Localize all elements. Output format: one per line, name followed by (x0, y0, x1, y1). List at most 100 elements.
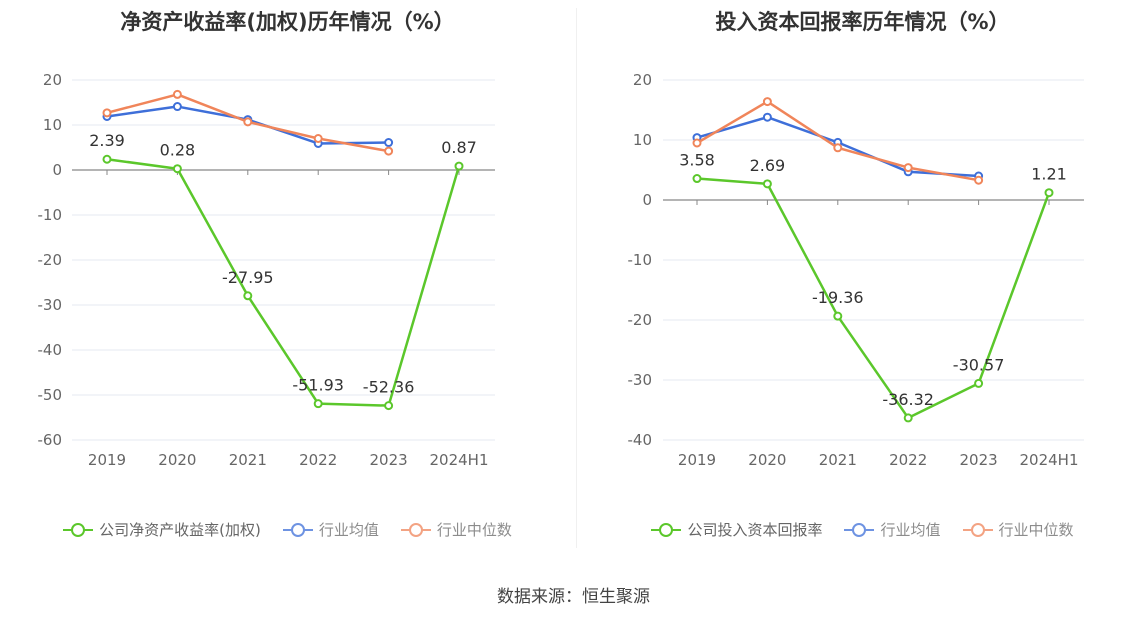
legend-marker-dot (852, 522, 867, 537)
x-tick-label: 2023 (960, 451, 998, 469)
data-point (172, 164, 182, 174)
data-label: -36.32 (882, 390, 934, 409)
legend-line-marker-icon (63, 522, 94, 538)
legend-marker-dot (970, 522, 985, 537)
data-point (833, 143, 843, 153)
legend-label: 行业中位数 (436, 521, 512, 539)
legend-label: 行业均值 (880, 521, 941, 539)
y-tick-label: 0 (52, 161, 62, 179)
data-point (903, 163, 913, 173)
legend-marker-dot (290, 522, 305, 537)
legend-label: 公司净资产收益率(加权) (99, 521, 261, 539)
y-tick-label: 20 (633, 71, 652, 89)
data-point (172, 89, 182, 99)
data-label: 2.69 (750, 156, 786, 175)
x-tick-label: 2020 (748, 451, 786, 469)
y-tick-label: -40 (38, 341, 63, 359)
data-point (313, 399, 323, 409)
y-tick-label: -20 (628, 311, 653, 329)
data-label: -19.36 (812, 288, 864, 307)
chart-plot: 20 10 0 -10 -20 -30 -40 -50 -60 2019 2020 2021 2022 2… (38, 71, 495, 469)
x-tick-label: 2019 (678, 451, 716, 469)
legend-item[interactable]: 公司投入资本回报率 (651, 519, 822, 540)
legend-line-marker-icon (651, 522, 682, 538)
data-point (762, 97, 772, 107)
chart-legend: 公司投入资本回报率 行业均值 行业中位数 (578, 519, 1147, 540)
data-label: -30.57 (953, 355, 1005, 374)
data-point (172, 102, 182, 112)
x-tick-label: 2019 (88, 451, 126, 469)
x-tick-label: 2024H1 (430, 451, 489, 469)
chart-plot: 20 10 0 -10 -20 -30 -40 2019 2020 2021 2022 2023 202… (628, 71, 1084, 469)
chart-title: 投入资本回报率历年情况（%） (715, 10, 1010, 34)
legend-marker-dot (408, 522, 423, 537)
data-point (384, 401, 394, 411)
legend-marker-dot (659, 522, 674, 537)
data-point (974, 378, 984, 388)
y-tick-label: -10 (628, 251, 653, 269)
data-label: 0.87 (441, 138, 477, 157)
y-tick-label: 20 (43, 71, 62, 89)
legend-marker-dot (71, 522, 86, 537)
x-tick-label: 2022 (889, 451, 927, 469)
chart-panel-roic: 投入资本回报率历年情况（%） 20 10 0 -10 -20 -30 -40 2019 2020… (578, 0, 1147, 560)
data-label: -27.95 (222, 268, 274, 287)
y-tick-label: 10 (43, 116, 62, 134)
data-point (454, 161, 464, 171)
legend-line-marker-icon (400, 522, 431, 538)
chart-panel-roe: 净资产收益率(加权)历年情况（%） 20 10 0 -10 -20 -30 -40 -50 -6… (0, 0, 575, 560)
data-point (762, 179, 772, 189)
y-tick-label: -20 (38, 251, 63, 269)
data-label: 1.21 (1031, 165, 1067, 184)
legend-item[interactable]: 行业均值 (844, 519, 941, 540)
y-tick-label: -60 (38, 431, 63, 449)
data-point (692, 174, 702, 184)
data-point (762, 112, 772, 122)
x-tick-label: 2024H1 (1020, 451, 1079, 469)
data-label: 2.39 (89, 131, 125, 150)
data-label: 3.58 (679, 151, 715, 170)
series-line (106, 158, 461, 407)
y-tick-label: 10 (633, 131, 652, 149)
legend-line-marker-icon (844, 522, 875, 538)
legend-label: 公司投入资本回报率 (687, 521, 823, 539)
y-tick-label: -10 (38, 206, 63, 224)
chart-legend: 公司净资产收益率(加权) 行业均值 行业中位数 (0, 519, 575, 540)
data-label: -52.36 (363, 378, 415, 397)
series-line (696, 177, 1051, 420)
y-tick-label: -30 (38, 296, 63, 314)
x-tick-label: 2023 (370, 451, 408, 469)
y-tick-label: 0 (642, 191, 652, 209)
data-point (102, 108, 112, 118)
data-point (243, 291, 253, 301)
data-source-note: 数据来源：恒生聚源 (497, 587, 650, 607)
y-tick-label: -30 (628, 371, 653, 389)
data-point (384, 146, 394, 156)
legend-label: 行业均值 (318, 521, 379, 539)
x-tick-label: 2020 (158, 451, 196, 469)
y-tick-label: -50 (38, 386, 63, 404)
data-point (384, 138, 394, 148)
chart-title: 净资产收益率(加权)历年情况（%） (120, 10, 455, 34)
data-point (102, 154, 112, 164)
legend-line-marker-icon (962, 522, 993, 538)
x-tick-label: 2022 (299, 451, 337, 469)
legend-item[interactable]: 行业均值 (282, 519, 379, 540)
data-point (313, 134, 323, 143)
data-point (1044, 188, 1054, 198)
legend-item[interactable]: 行业中位数 (962, 519, 1074, 540)
legend-item[interactable]: 公司净资产收益率(加权) (63, 519, 261, 540)
panel-divider (576, 8, 577, 548)
x-tick-label: 2021 (819, 451, 857, 469)
legend-label: 行业中位数 (998, 521, 1074, 539)
x-tick-label: 2021 (229, 451, 267, 469)
data-point (974, 175, 984, 185)
data-point (243, 117, 253, 127)
data-point (903, 413, 913, 423)
y-tick-label: -40 (628, 431, 653, 449)
data-point (833, 311, 843, 321)
data-label: 0.28 (160, 141, 196, 160)
data-label: -51.93 (292, 376, 344, 395)
legend-item[interactable]: 行业中位数 (400, 519, 512, 540)
data-point (692, 138, 702, 148)
